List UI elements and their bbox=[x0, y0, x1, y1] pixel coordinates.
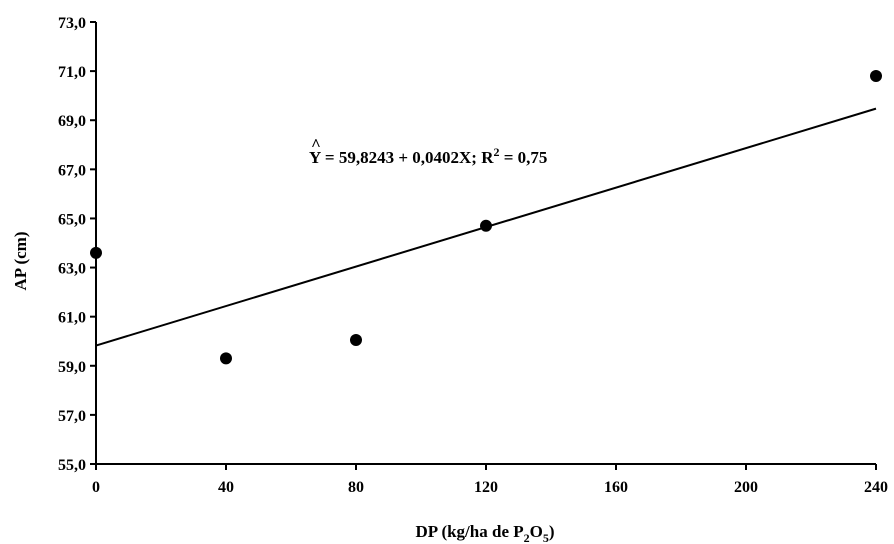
y-axis: 55,0 57,0 59,0 61,0 63,0 65,0 67,0 69,0 71,0 73,0 bbox=[58, 15, 97, 474]
y-tick-label: 63,0 bbox=[58, 261, 86, 278]
equation-y: Y bbox=[309, 148, 321, 167]
data-point bbox=[870, 70, 882, 83]
x-tick-label: 40 bbox=[218, 479, 234, 496]
equation-superscript: 2 bbox=[494, 145, 500, 159]
x-tick-label: 160 bbox=[604, 479, 628, 496]
x-axis: 0 40 80 120 160 200 240 bbox=[92, 463, 888, 496]
x-tick-label: 200 bbox=[734, 479, 758, 496]
y-tick-label: 57,0 bbox=[58, 408, 86, 425]
equation-body: = 59,8243 + 0,0402X; R bbox=[321, 148, 495, 167]
y-axis-title: AP (cm) bbox=[11, 231, 30, 290]
equation-hat: ^ bbox=[311, 135, 321, 154]
data-point bbox=[220, 352, 232, 365]
data-point bbox=[480, 219, 492, 232]
x-tick-label: 80 bbox=[348, 479, 364, 496]
x-tick-label: 0 bbox=[92, 479, 100, 496]
y-tick-label: 65,0 bbox=[58, 211, 86, 228]
x-axis-title-subscript: 2 bbox=[524, 531, 530, 544]
x-axis-title-part: O bbox=[530, 522, 543, 541]
x-axis-title-part: ) bbox=[549, 522, 555, 541]
x-axis-title: DP (kg/ha de P2O5) bbox=[415, 522, 554, 544]
data-points bbox=[90, 70, 882, 365]
data-point bbox=[90, 246, 102, 259]
x-axis-title-subscript: 5 bbox=[543, 531, 549, 544]
x-tick-label: 240 bbox=[864, 479, 888, 496]
x-axis-title-part: DP (kg/ha de P bbox=[415, 522, 523, 541]
trendline-equation: Y = 59,8243 + 0,0402X; R2 = 0,75 bbox=[309, 145, 547, 167]
equation-tail: = 0,75 bbox=[500, 148, 548, 167]
x-tick-label: 120 bbox=[474, 479, 498, 496]
y-tick-label: 69,0 bbox=[58, 113, 86, 130]
y-tick-label: 55,0 bbox=[58, 457, 86, 474]
data-point bbox=[350, 333, 362, 346]
y-tick-label: 67,0 bbox=[58, 162, 86, 179]
y-tick-label: 59,0 bbox=[58, 359, 86, 376]
y-tick-label: 71,0 bbox=[58, 64, 86, 81]
y-tick-label: 61,0 bbox=[58, 310, 86, 327]
y-tick-label: 73,0 bbox=[58, 15, 86, 32]
